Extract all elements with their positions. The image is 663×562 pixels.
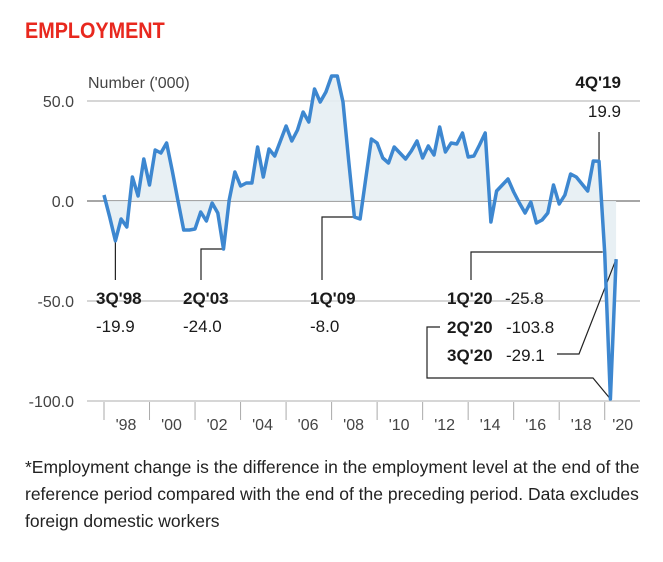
x-tick-label: '16 — [525, 417, 546, 434]
x-tick-label: '14 — [480, 417, 501, 434]
x-tick-label: '18 — [571, 417, 592, 434]
y-tick-label: 0.0 — [52, 194, 74, 211]
chart-title: EMPLOYMENT — [25, 18, 165, 43]
annotation-value-2q03: -24.0 — [183, 317, 222, 336]
annotation-label-3q20: 3Q'20 — [447, 346, 493, 365]
annotation-value-1q20: -25.8 — [505, 289, 544, 308]
annotation-value-3q98: -19.9 — [96, 317, 135, 336]
leader-2q20 — [426, 326, 611, 400]
x-tick-label: '12 — [434, 417, 455, 434]
leader-1q09 — [321, 216, 355, 280]
x-tick-label: '20 — [612, 417, 633, 434]
x-tick-label: '04 — [252, 417, 273, 434]
leader-1q20 — [470, 251, 603, 280]
x-tick-label: '10 — [389, 417, 410, 434]
annotation-label-4q19: 4Q'19 — [575, 73, 621, 92]
footnote: *Employment change is the difference in … — [25, 457, 640, 531]
y-tick-label: 50.0 — [43, 94, 74, 111]
x-tick-label: '02 — [207, 417, 228, 434]
annotation-label-1q20: 1Q'20 — [447, 289, 493, 308]
x-tick-label: '00 — [161, 417, 182, 434]
annotation-label-2q20: 2Q'20 — [447, 318, 493, 337]
annotation-label-3q98: 3Q'98 — [96, 289, 142, 308]
y-axis-label: Number ('000) — [88, 75, 190, 92]
leader-2q03 — [200, 248, 224, 280]
series-line — [102, 74, 618, 401]
x-tick-label: '06 — [298, 417, 319, 434]
y-tick-label: -50.0 — [38, 294, 75, 311]
annotation-value-2q20: -103.8 — [506, 318, 554, 337]
y-tick-label: -100.0 — [29, 394, 74, 411]
annotation-value-3q20: -29.1 — [506, 346, 545, 365]
annotation-value-1q09: -8.0 — [310, 317, 339, 336]
annotation-label-2q03: 2Q'03 — [183, 289, 229, 308]
annotation-label-1q09: 1Q'09 — [310, 289, 356, 308]
x-tick-label: '98 — [116, 417, 137, 434]
x-tick-label: '08 — [343, 417, 364, 434]
leader-3q20 — [557, 258, 617, 355]
annotation-value-4q19: 19.9 — [588, 102, 621, 121]
